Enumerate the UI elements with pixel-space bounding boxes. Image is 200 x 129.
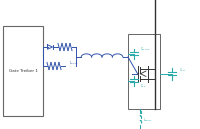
Text: C$_{source}$: C$_{source}$ <box>140 46 150 53</box>
Text: L$_{source}$: L$_{source}$ <box>143 116 153 124</box>
Text: Gate Treiber 1: Gate Treiber 1 <box>9 69 37 73</box>
Text: L$_{gate}$: L$_{gate}$ <box>69 59 79 66</box>
Text: C$_{out}$: C$_{out}$ <box>179 67 186 74</box>
Bar <box>128 34 160 109</box>
Text: C$_{gd}$: C$_{gd}$ <box>140 82 146 89</box>
Bar <box>3 26 43 116</box>
